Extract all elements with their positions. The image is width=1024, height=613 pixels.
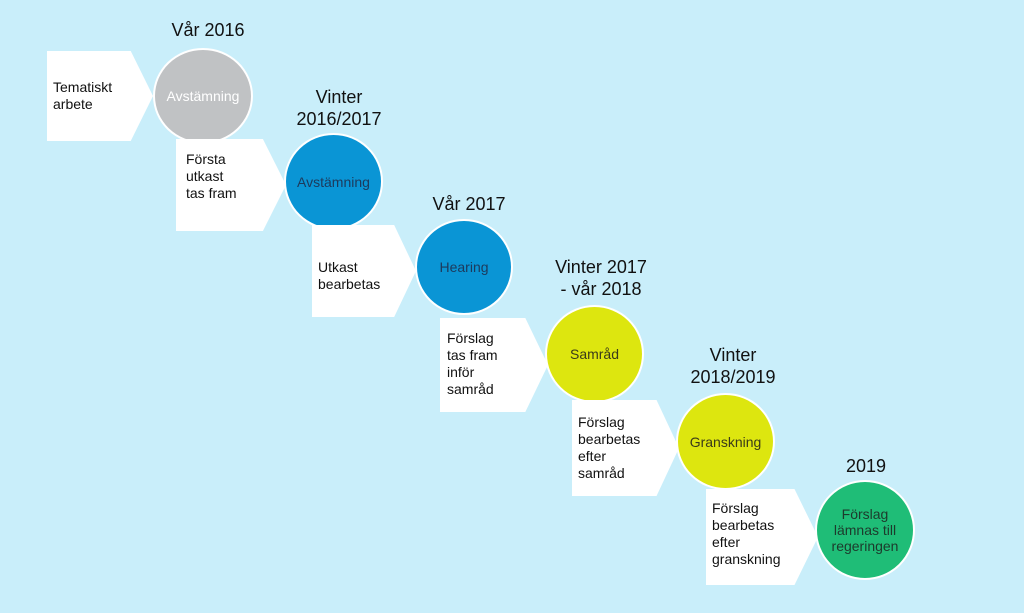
step-arrow-text: Tematiskt arbete xyxy=(53,79,113,112)
stage-circle: Granskning xyxy=(676,393,775,490)
stage-circle: Samråd xyxy=(545,305,644,403)
step-arrow xyxy=(706,489,818,585)
step-arrow-text: Förslag bearbetas efter samråd xyxy=(578,414,641,481)
step-arrow-text: Första utkast tas fram xyxy=(186,151,237,201)
period-label: Vår 2016 xyxy=(171,20,245,40)
period-label: Vår 2017 xyxy=(432,194,506,214)
period-label: Vinter 2018/2019 xyxy=(690,345,776,387)
stage-circle: Avstämning xyxy=(153,48,253,144)
stage-circle: Förslag lämnas till regeringen xyxy=(815,480,915,580)
period-label: Vinter 2017 - vår 2018 xyxy=(555,257,647,299)
period-label: Vinter 2016/2017 xyxy=(296,87,382,129)
stage-circle: Hearing xyxy=(415,219,513,315)
step-arrow-text: Förslag tas fram inför samråd xyxy=(447,330,498,397)
step-arrow xyxy=(176,139,286,231)
step-arrow-text: Förslag bearbetas efter granskning xyxy=(712,500,781,567)
period-label: 2019 xyxy=(845,456,887,476)
step-arrow xyxy=(312,225,416,317)
step-arrow xyxy=(572,400,679,496)
step-arrow xyxy=(47,51,153,141)
step-arrow xyxy=(440,318,548,412)
step-arrow-text: Utkast bearbetas xyxy=(318,259,381,292)
stage-circle: Avstämning xyxy=(284,133,383,230)
